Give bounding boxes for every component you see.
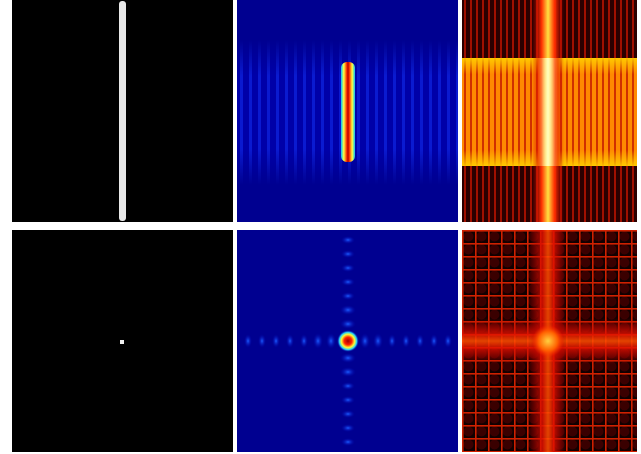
fringe <box>430 334 438 348</box>
panel-slit <box>12 0 233 222</box>
fringe <box>300 334 308 348</box>
central-spot <box>337 330 359 352</box>
fringe <box>341 438 355 446</box>
fringe <box>286 334 294 348</box>
fringe <box>244 334 252 348</box>
panel-slit-hot <box>462 0 637 222</box>
fringe <box>416 334 424 348</box>
fringe <box>341 250 355 258</box>
fringe <box>341 382 355 390</box>
fringe <box>341 410 355 418</box>
fringe <box>341 292 355 300</box>
fringe <box>341 396 355 404</box>
fringe <box>444 334 452 348</box>
point <box>120 340 124 344</box>
slit <box>119 1 126 221</box>
fringe <box>258 334 266 348</box>
fringe <box>402 334 410 348</box>
fringe <box>341 264 355 272</box>
fringe <box>340 353 356 363</box>
fringe <box>388 334 396 348</box>
fringe <box>373 333 383 349</box>
panel-point <box>12 230 233 452</box>
panel-point-hot <box>462 230 637 452</box>
fringe <box>313 333 323 349</box>
fringe <box>340 319 356 329</box>
central-bar <box>341 62 355 162</box>
vertical-fringes <box>340 236 356 446</box>
panel-point-spectrum <box>237 230 458 452</box>
central-column-core <box>538 58 558 166</box>
fringe <box>341 424 355 432</box>
fringe <box>360 333 370 349</box>
fringe <box>341 278 355 286</box>
panel-slit-spectrum <box>237 0 458 222</box>
fringe <box>340 305 356 315</box>
fringe <box>341 236 355 244</box>
fringe <box>272 334 280 348</box>
horizontal-fringes <box>244 333 452 349</box>
fringe <box>340 367 356 377</box>
central-spot <box>532 325 564 357</box>
fringe <box>326 333 336 349</box>
